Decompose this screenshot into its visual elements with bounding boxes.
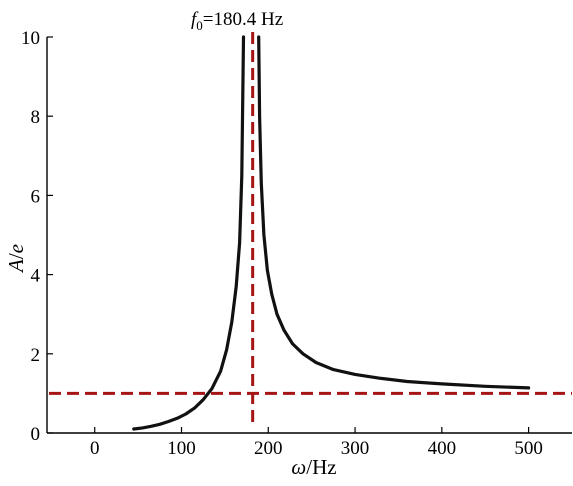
series-line-2 — [257, 35, 531, 390]
series-layer — [132, 35, 531, 431]
y-tick-label: 10 — [21, 28, 40, 49]
y-tick-label: 8 — [31, 107, 41, 128]
x-tick-label: 0 — [90, 438, 100, 459]
x-tick-label: 500 — [514, 438, 543, 459]
x-axis-title: ω/Hz — [291, 455, 336, 479]
y-tick-label: 4 — [31, 266, 41, 287]
y-axis-title: A/e — [4, 244, 28, 274]
resonance-frequency-label: f0=180.4 Hz — [191, 9, 283, 33]
y-tick-label: 6 — [31, 186, 41, 207]
plot-frame — [46, 37, 572, 434]
x-tick-label: 200 — [254, 438, 283, 459]
y-tick-label: 2 — [31, 345, 41, 366]
x-tick-label: 400 — [428, 438, 457, 459]
x-tick-label: 100 — [167, 438, 196, 459]
series-line-1 — [132, 35, 246, 431]
x-tick-label: 300 — [341, 438, 370, 459]
y-tick-label: 0 — [31, 424, 41, 445]
axis-ticks: 0 100 200 300 400 500 0 2 4 6 8 10 — [21, 28, 543, 459]
reference-lines — [49, 32, 572, 423]
